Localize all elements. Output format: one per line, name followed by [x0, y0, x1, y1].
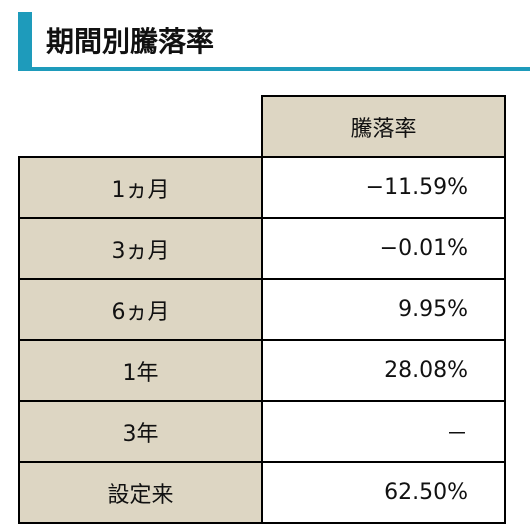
column-header: 騰落率 [261, 95, 506, 158]
title: 期間別騰落率 [46, 25, 215, 58]
row-label: 1ヵ月 [18, 156, 263, 219]
row-label: 6ヵ月 [18, 278, 263, 341]
row-label: 3年 [18, 400, 263, 463]
row-value: － [261, 400, 506, 463]
row-label: 3ヵ月 [18, 217, 263, 280]
row-value: −0.01% [261, 217, 506, 280]
row-label: 1年 [18, 339, 263, 402]
row-value: −11.59% [261, 156, 506, 219]
title-bar [18, 12, 32, 70]
title-rule [18, 67, 530, 71]
row-label: 設定来 [18, 461, 263, 524]
row-value: 62.50% [261, 461, 506, 524]
row-value: 9.95% [261, 278, 506, 341]
row-value: 28.08% [261, 339, 506, 402]
